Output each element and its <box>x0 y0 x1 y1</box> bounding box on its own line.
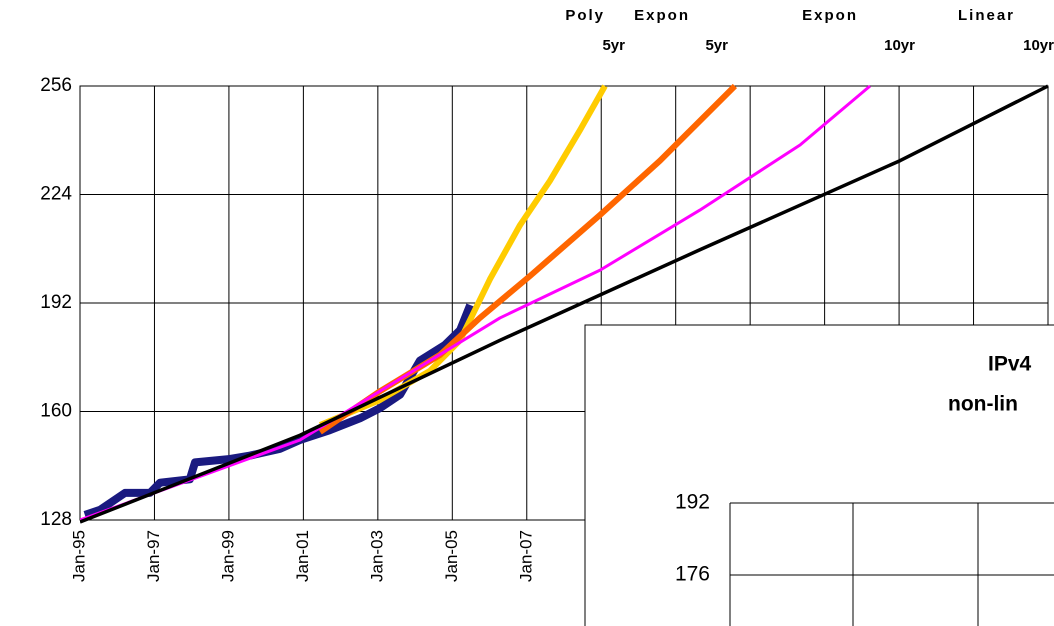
inset-frame <box>584 324 1054 626</box>
y-tick-label: 256 <box>40 75 72 96</box>
x-tick-label: Jan-05 <box>442 530 461 582</box>
series-label: 5yr <box>705 37 728 54</box>
inset-y-tick-label: 176 <box>675 563 710 586</box>
inset-chart: IPv4 non-lin 176 192 <box>584 324 1054 626</box>
main-chart: 128 160 192 224 256 Jan-95 Jan-97 Jan-99 Jan-01 J… <box>40 7 1054 582</box>
x-tick-label: Jan-97 <box>144 530 163 582</box>
series-line <box>80 84 872 522</box>
x-tick-label: Jan-07 <box>516 530 535 582</box>
series-line <box>318 84 608 428</box>
series-line <box>83 303 474 519</box>
x-tick-label: Jan-99 <box>218 530 237 582</box>
series-label: Linear <box>958 7 1015 24</box>
series-line <box>80 84 1049 524</box>
series-label: 5yr <box>602 37 625 54</box>
x-tick-label: Jan-03 <box>367 530 386 582</box>
inset-title: non-lin <box>948 393 1018 416</box>
x-tick-label: Jan-01 <box>293 530 312 582</box>
y-tick-label: 128 <box>40 509 72 530</box>
inset-y-tick-label: 192 <box>675 491 710 514</box>
y-tick-label: 160 <box>40 401 72 422</box>
y-tick-label: 192 <box>40 292 72 313</box>
series-label: Expon <box>634 7 690 24</box>
series-label: Expon <box>802 7 858 24</box>
series-label: Poly <box>565 7 605 24</box>
series-label: 10yr <box>1023 37 1054 54</box>
inset-title: IPv4 <box>988 353 1032 376</box>
series-label: 10yr <box>884 37 915 54</box>
x-tick-label: Jan-95 <box>69 530 88 582</box>
y-tick-label: 224 <box>40 184 72 205</box>
